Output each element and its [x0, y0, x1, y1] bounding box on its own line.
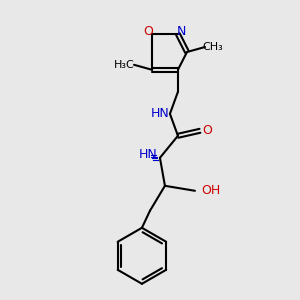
- Text: CH₃: CH₃: [202, 42, 224, 52]
- Text: H₃C: H₃C: [114, 60, 134, 70]
- Text: N: N: [177, 25, 187, 38]
- Text: HN: HN: [151, 107, 169, 120]
- Text: O: O: [202, 124, 212, 137]
- Text: OH: OH: [201, 184, 220, 197]
- Text: O: O: [143, 25, 153, 38]
- Text: HN: HN: [139, 148, 157, 161]
